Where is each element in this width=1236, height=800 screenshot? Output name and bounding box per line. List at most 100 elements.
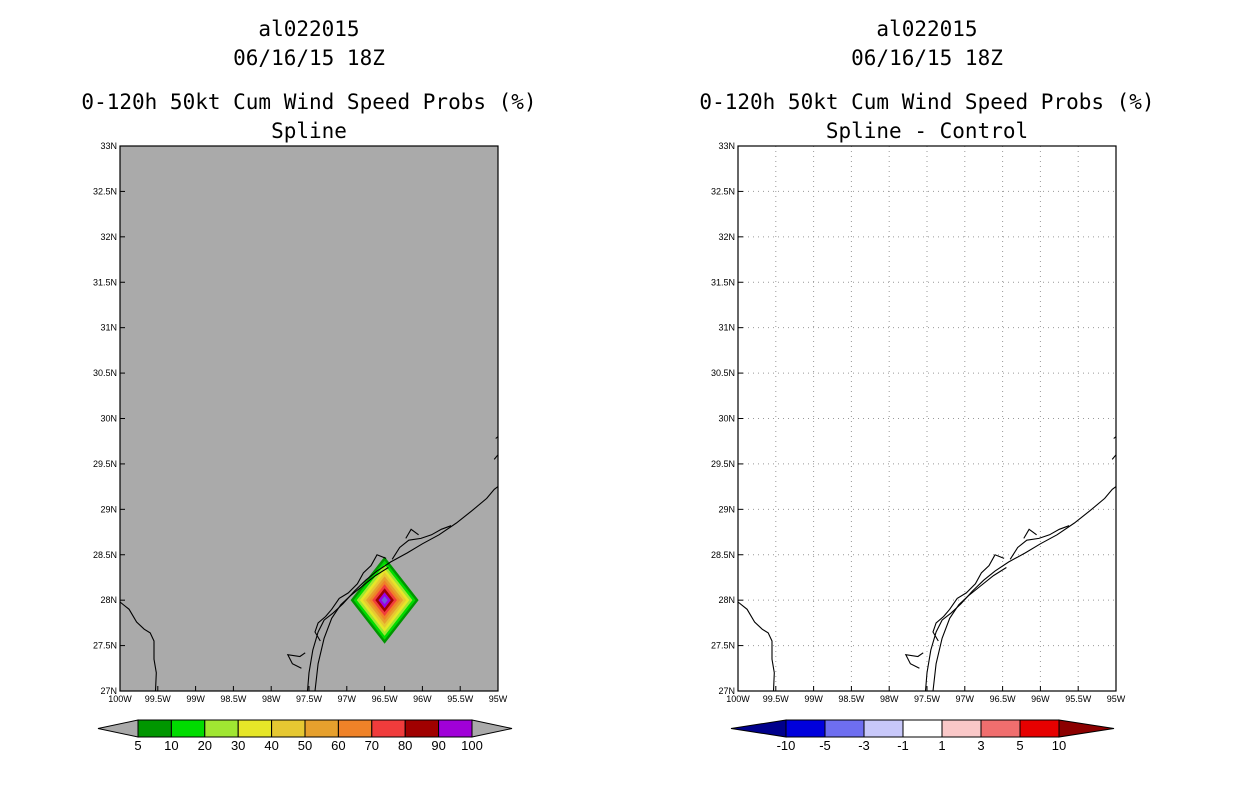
colorbar-swatch xyxy=(824,719,865,738)
y-tick-label: 30N xyxy=(100,414,117,424)
right-title-datetime: 06/16/15 18Z xyxy=(851,46,1003,70)
y-tick-label: 27N xyxy=(718,686,735,696)
colorbar-high-extend xyxy=(471,719,513,738)
x-tick-label: 96.5W xyxy=(990,694,1017,704)
x-tick-label: 95W xyxy=(489,694,508,704)
y-tick-label: 29.5N xyxy=(93,459,117,469)
left-panel: al022015 06/16/15 18Z 0-120h 50kt Cum Wi… xyxy=(81,17,536,753)
x-tick-label: 95W xyxy=(1107,694,1126,704)
colorbar-swatch xyxy=(237,719,273,738)
coastline-segment xyxy=(286,652,306,669)
colorbar-label: 3 xyxy=(977,738,984,753)
y-tick-label: 28N xyxy=(100,595,117,605)
x-tick-label: 96.5W xyxy=(372,694,399,704)
right-title-storm-id: al022015 xyxy=(876,17,977,41)
y-tick-label: 28.5N xyxy=(711,550,735,560)
y-tick-label: 28.5N xyxy=(93,550,117,560)
colorbar-swatch xyxy=(137,719,172,738)
y-tick-label: 29N xyxy=(100,504,117,514)
y-tick-label: 32.5N xyxy=(93,186,117,196)
colorbar-label: 5 xyxy=(134,738,141,753)
x-tick-label: 98W xyxy=(262,694,281,704)
left-title-datetime: 06/16/15 18Z xyxy=(233,46,385,70)
coastline-segment xyxy=(932,567,1007,692)
right-plot-background xyxy=(738,146,1116,691)
coastline-segment xyxy=(314,554,387,642)
x-tick-label: 97.5W xyxy=(296,694,323,704)
y-tick-label: 31N xyxy=(718,323,735,333)
x-tick-label: 97.5W xyxy=(914,694,941,704)
x-tick-label: 99W xyxy=(186,694,205,704)
colorbar-swatch xyxy=(204,719,239,738)
colorbar-swatch xyxy=(785,719,826,738)
coastline-segment xyxy=(314,567,389,692)
left-plot-background xyxy=(120,146,498,691)
coastline-segment xyxy=(119,601,157,692)
colorbar-label: 20 xyxy=(198,738,212,753)
x-tick-label: 99.5W xyxy=(145,694,172,704)
left-colorbar: 5 10 20 30 40 50 60 70 80 90 100 xyxy=(97,719,513,753)
right-title-product: 0-120h 50kt Cum Wind Speed Probs (%) xyxy=(699,90,1154,114)
colorbar-label: 80 xyxy=(398,738,412,753)
y-tick-label: 28N xyxy=(718,595,735,605)
colorbar-label: -10 xyxy=(777,738,796,753)
left-probability-field xyxy=(350,556,419,644)
coastline-segment xyxy=(737,601,775,692)
colorbar-label: 50 xyxy=(298,738,312,753)
colorbar-label: 30 xyxy=(231,738,245,753)
colorbar-swatch xyxy=(980,719,1021,738)
x-tick-label: 96W xyxy=(1031,694,1050,704)
right-colorbar: -10 -5 -3 -1 1 3 5 10 xyxy=(730,719,1115,753)
y-tick-label: 32.5N xyxy=(711,186,735,196)
colorbar-label: 10 xyxy=(1052,738,1066,753)
y-tick-label: 29.5N xyxy=(711,459,735,469)
right-coastline xyxy=(737,436,1117,692)
left-title-storm-id: al022015 xyxy=(258,17,359,41)
colorbar-swatch xyxy=(404,719,440,738)
colorbar-swatch xyxy=(271,719,306,738)
coastline-segment xyxy=(932,554,1005,642)
y-tick-label: 33N xyxy=(100,141,117,151)
colorbar-high-extend xyxy=(1058,719,1115,738)
colorbar-swatch xyxy=(304,719,339,738)
left-y-axis: 27N 27.5N 28N 28.5N 29N 29.5N 30N 30.5N 31N 31.5N… xyxy=(93,141,125,696)
colorbar-swatch xyxy=(1019,719,1060,738)
field-level-100 xyxy=(381,596,388,605)
y-tick-label: 30N xyxy=(718,414,735,424)
colorbar-swatch xyxy=(337,719,373,738)
y-tick-label: 32N xyxy=(718,232,735,242)
left-title-method: Spline xyxy=(271,119,347,143)
colorbar-swatch xyxy=(371,719,406,738)
coastline-segment xyxy=(1111,454,1117,460)
x-tick-label: 97W xyxy=(956,694,975,704)
colorbar-label: 10 xyxy=(164,738,178,753)
y-tick-label: 29N xyxy=(718,504,735,514)
right-panel: al022015 06/16/15 18Z 0-120h 50kt Cum Wi… xyxy=(699,17,1154,753)
coastline-segment xyxy=(493,454,499,460)
right-x-axis: 100W 99.5W 99W 98.5W 98W 97.5W 97W 96.5W 96W 95.5… xyxy=(726,686,1126,704)
colorbar-label: 60 xyxy=(331,738,345,753)
colorbar-low-extend xyxy=(97,719,139,738)
colorbar-swatch xyxy=(438,719,473,738)
y-tick-label: 27.5N xyxy=(93,641,117,651)
y-tick-label: 30.5N xyxy=(93,368,117,378)
colorbar-low-extend xyxy=(730,719,787,738)
x-tick-label: 100W xyxy=(726,694,750,704)
colorbar-label: 90 xyxy=(431,738,445,753)
colorbar-label: 100 xyxy=(461,738,483,753)
colorbar-swatch xyxy=(941,719,982,738)
x-tick-label: 99.5W xyxy=(763,694,790,704)
left-coastline xyxy=(119,436,499,692)
left-x-axis: 100W 99.5W 99W 98.5W 98W 97.5W 97W 96.5W 96W 95.5… xyxy=(108,686,508,704)
x-tick-label: 95.5W xyxy=(447,694,474,704)
colorbar-label: 70 xyxy=(365,738,379,753)
coastline-segment xyxy=(1009,525,1070,560)
y-tick-label: 31.5N xyxy=(93,277,117,287)
colorbar-swatch xyxy=(863,719,904,738)
y-tick-label: 27N xyxy=(100,686,117,696)
x-tick-label: 96W xyxy=(413,694,432,704)
left-title-product: 0-120h 50kt Cum Wind Speed Probs (%) xyxy=(81,90,536,114)
colorbar-swatch xyxy=(170,719,206,738)
colorbar-label: -3 xyxy=(858,738,870,753)
